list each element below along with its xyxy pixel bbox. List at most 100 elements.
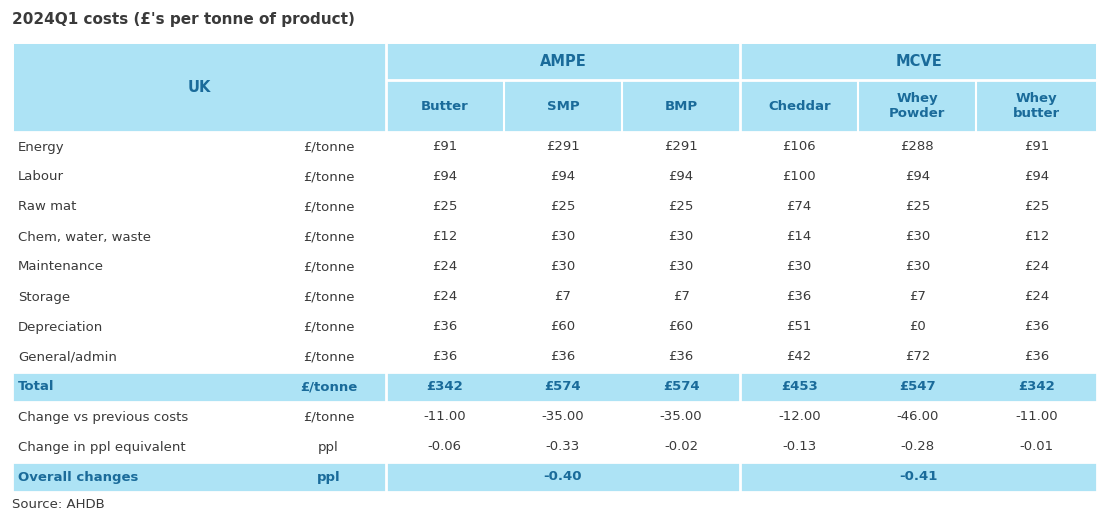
Text: £25: £25 <box>1024 200 1049 213</box>
Text: £25: £25 <box>669 200 694 213</box>
Text: £36: £36 <box>786 290 812 303</box>
Text: £25: £25 <box>433 200 458 213</box>
Text: £/tonne: £/tonne <box>303 290 354 303</box>
Text: £/tonne: £/tonne <box>303 200 354 213</box>
Text: £30: £30 <box>669 231 694 244</box>
Text: -0.28: -0.28 <box>901 440 935 453</box>
Text: £24: £24 <box>433 290 457 303</box>
Bar <box>12 132 1097 162</box>
Text: £12: £12 <box>433 231 458 244</box>
Text: £291: £291 <box>546 141 580 153</box>
Text: £453: £453 <box>781 381 817 393</box>
Text: £36: £36 <box>1024 321 1049 334</box>
Text: £100: £100 <box>783 170 816 184</box>
Text: -35.00: -35.00 <box>541 411 584 424</box>
Text: Whey
Powder: Whey Powder <box>889 92 946 120</box>
Text: £91: £91 <box>433 141 457 153</box>
Bar <box>12 432 1097 462</box>
Text: £106: £106 <box>783 141 816 153</box>
Text: -11.00: -11.00 <box>1016 411 1058 424</box>
Text: £30: £30 <box>905 231 930 244</box>
Text: -35.00: -35.00 <box>660 411 702 424</box>
Text: £/tonne: £/tonne <box>303 260 354 274</box>
Text: -0.40: -0.40 <box>543 471 582 483</box>
Text: £30: £30 <box>550 260 576 274</box>
Text: Labour: Labour <box>18 170 64 184</box>
Bar <box>12 282 1097 312</box>
Text: 2024Q1 costs (£'s per tonne of product): 2024Q1 costs (£'s per tonne of product) <box>12 12 355 27</box>
Text: £0: £0 <box>909 321 926 334</box>
Text: £574: £574 <box>663 381 700 393</box>
Bar <box>12 222 1097 252</box>
Text: £7: £7 <box>673 290 690 303</box>
Text: £94: £94 <box>550 170 576 184</box>
Text: -0.01: -0.01 <box>1019 440 1054 453</box>
Text: £36: £36 <box>669 350 694 363</box>
Text: £94: £94 <box>433 170 457 184</box>
Text: £/tonne: £/tonne <box>303 170 354 184</box>
Text: £91: £91 <box>1024 141 1049 153</box>
Text: ppl: ppl <box>318 440 339 453</box>
Text: Cheddar: Cheddar <box>767 99 831 112</box>
Bar <box>12 462 1097 492</box>
Text: -11.00: -11.00 <box>424 411 466 424</box>
Text: £/tonne: £/tonne <box>303 231 354 244</box>
Text: £/tonne: £/tonne <box>303 141 354 153</box>
Text: Chem, water, waste: Chem, water, waste <box>18 231 151 244</box>
Text: £94: £94 <box>905 170 930 184</box>
Bar <box>12 312 1097 342</box>
Text: Raw mat: Raw mat <box>18 200 77 213</box>
Text: £/tonne: £/tonne <box>303 350 354 363</box>
Text: MCVE: MCVE <box>895 53 942 69</box>
Text: £30: £30 <box>786 260 812 274</box>
Text: £7: £7 <box>909 290 926 303</box>
Bar <box>12 192 1097 222</box>
Bar <box>12 80 1097 132</box>
Bar <box>12 162 1097 192</box>
Text: £/tonne: £/tonne <box>303 321 354 334</box>
Text: £74: £74 <box>786 200 812 213</box>
Text: £30: £30 <box>669 260 694 274</box>
Text: -0.02: -0.02 <box>664 440 699 453</box>
Text: £72: £72 <box>905 350 930 363</box>
Text: £42: £42 <box>786 350 812 363</box>
Text: £30: £30 <box>550 231 576 244</box>
Text: Butter: Butter <box>421 99 469 112</box>
Text: -0.06: -0.06 <box>428 440 461 453</box>
Bar <box>12 42 386 132</box>
Bar <box>740 42 1097 80</box>
Text: £24: £24 <box>433 260 457 274</box>
Text: -0.13: -0.13 <box>782 440 816 453</box>
Text: General/admin: General/admin <box>18 350 116 363</box>
Text: -0.33: -0.33 <box>546 440 580 453</box>
Text: £24: £24 <box>1024 260 1049 274</box>
Text: £7: £7 <box>554 290 571 303</box>
Text: £60: £60 <box>550 321 576 334</box>
Text: £51: £51 <box>786 321 812 334</box>
Text: Total: Total <box>18 381 54 393</box>
Text: £291: £291 <box>664 141 698 153</box>
Text: Storage: Storage <box>18 290 70 303</box>
Text: -46.00: -46.00 <box>896 411 938 424</box>
Text: £24: £24 <box>1024 290 1049 303</box>
Text: £36: £36 <box>433 350 457 363</box>
Text: Depreciation: Depreciation <box>18 321 103 334</box>
Text: £36: £36 <box>433 321 457 334</box>
Bar <box>12 372 1097 402</box>
Text: £547: £547 <box>899 381 936 393</box>
Bar <box>386 42 740 80</box>
Text: Change in ppl equivalent: Change in ppl equivalent <box>18 440 185 453</box>
Text: £14: £14 <box>786 231 812 244</box>
Text: UK: UK <box>187 79 211 95</box>
Text: £60: £60 <box>669 321 693 334</box>
Text: AMPE: AMPE <box>540 53 587 69</box>
Text: £342: £342 <box>427 381 464 393</box>
Text: £/tonne: £/tonne <box>299 381 357 393</box>
Text: £30: £30 <box>905 260 930 274</box>
Text: £342: £342 <box>1018 381 1055 393</box>
Text: £94: £94 <box>669 170 693 184</box>
Text: Overall changes: Overall changes <box>18 471 139 483</box>
Text: £36: £36 <box>1024 350 1049 363</box>
Text: £94: £94 <box>1024 170 1049 184</box>
Text: £25: £25 <box>905 200 930 213</box>
